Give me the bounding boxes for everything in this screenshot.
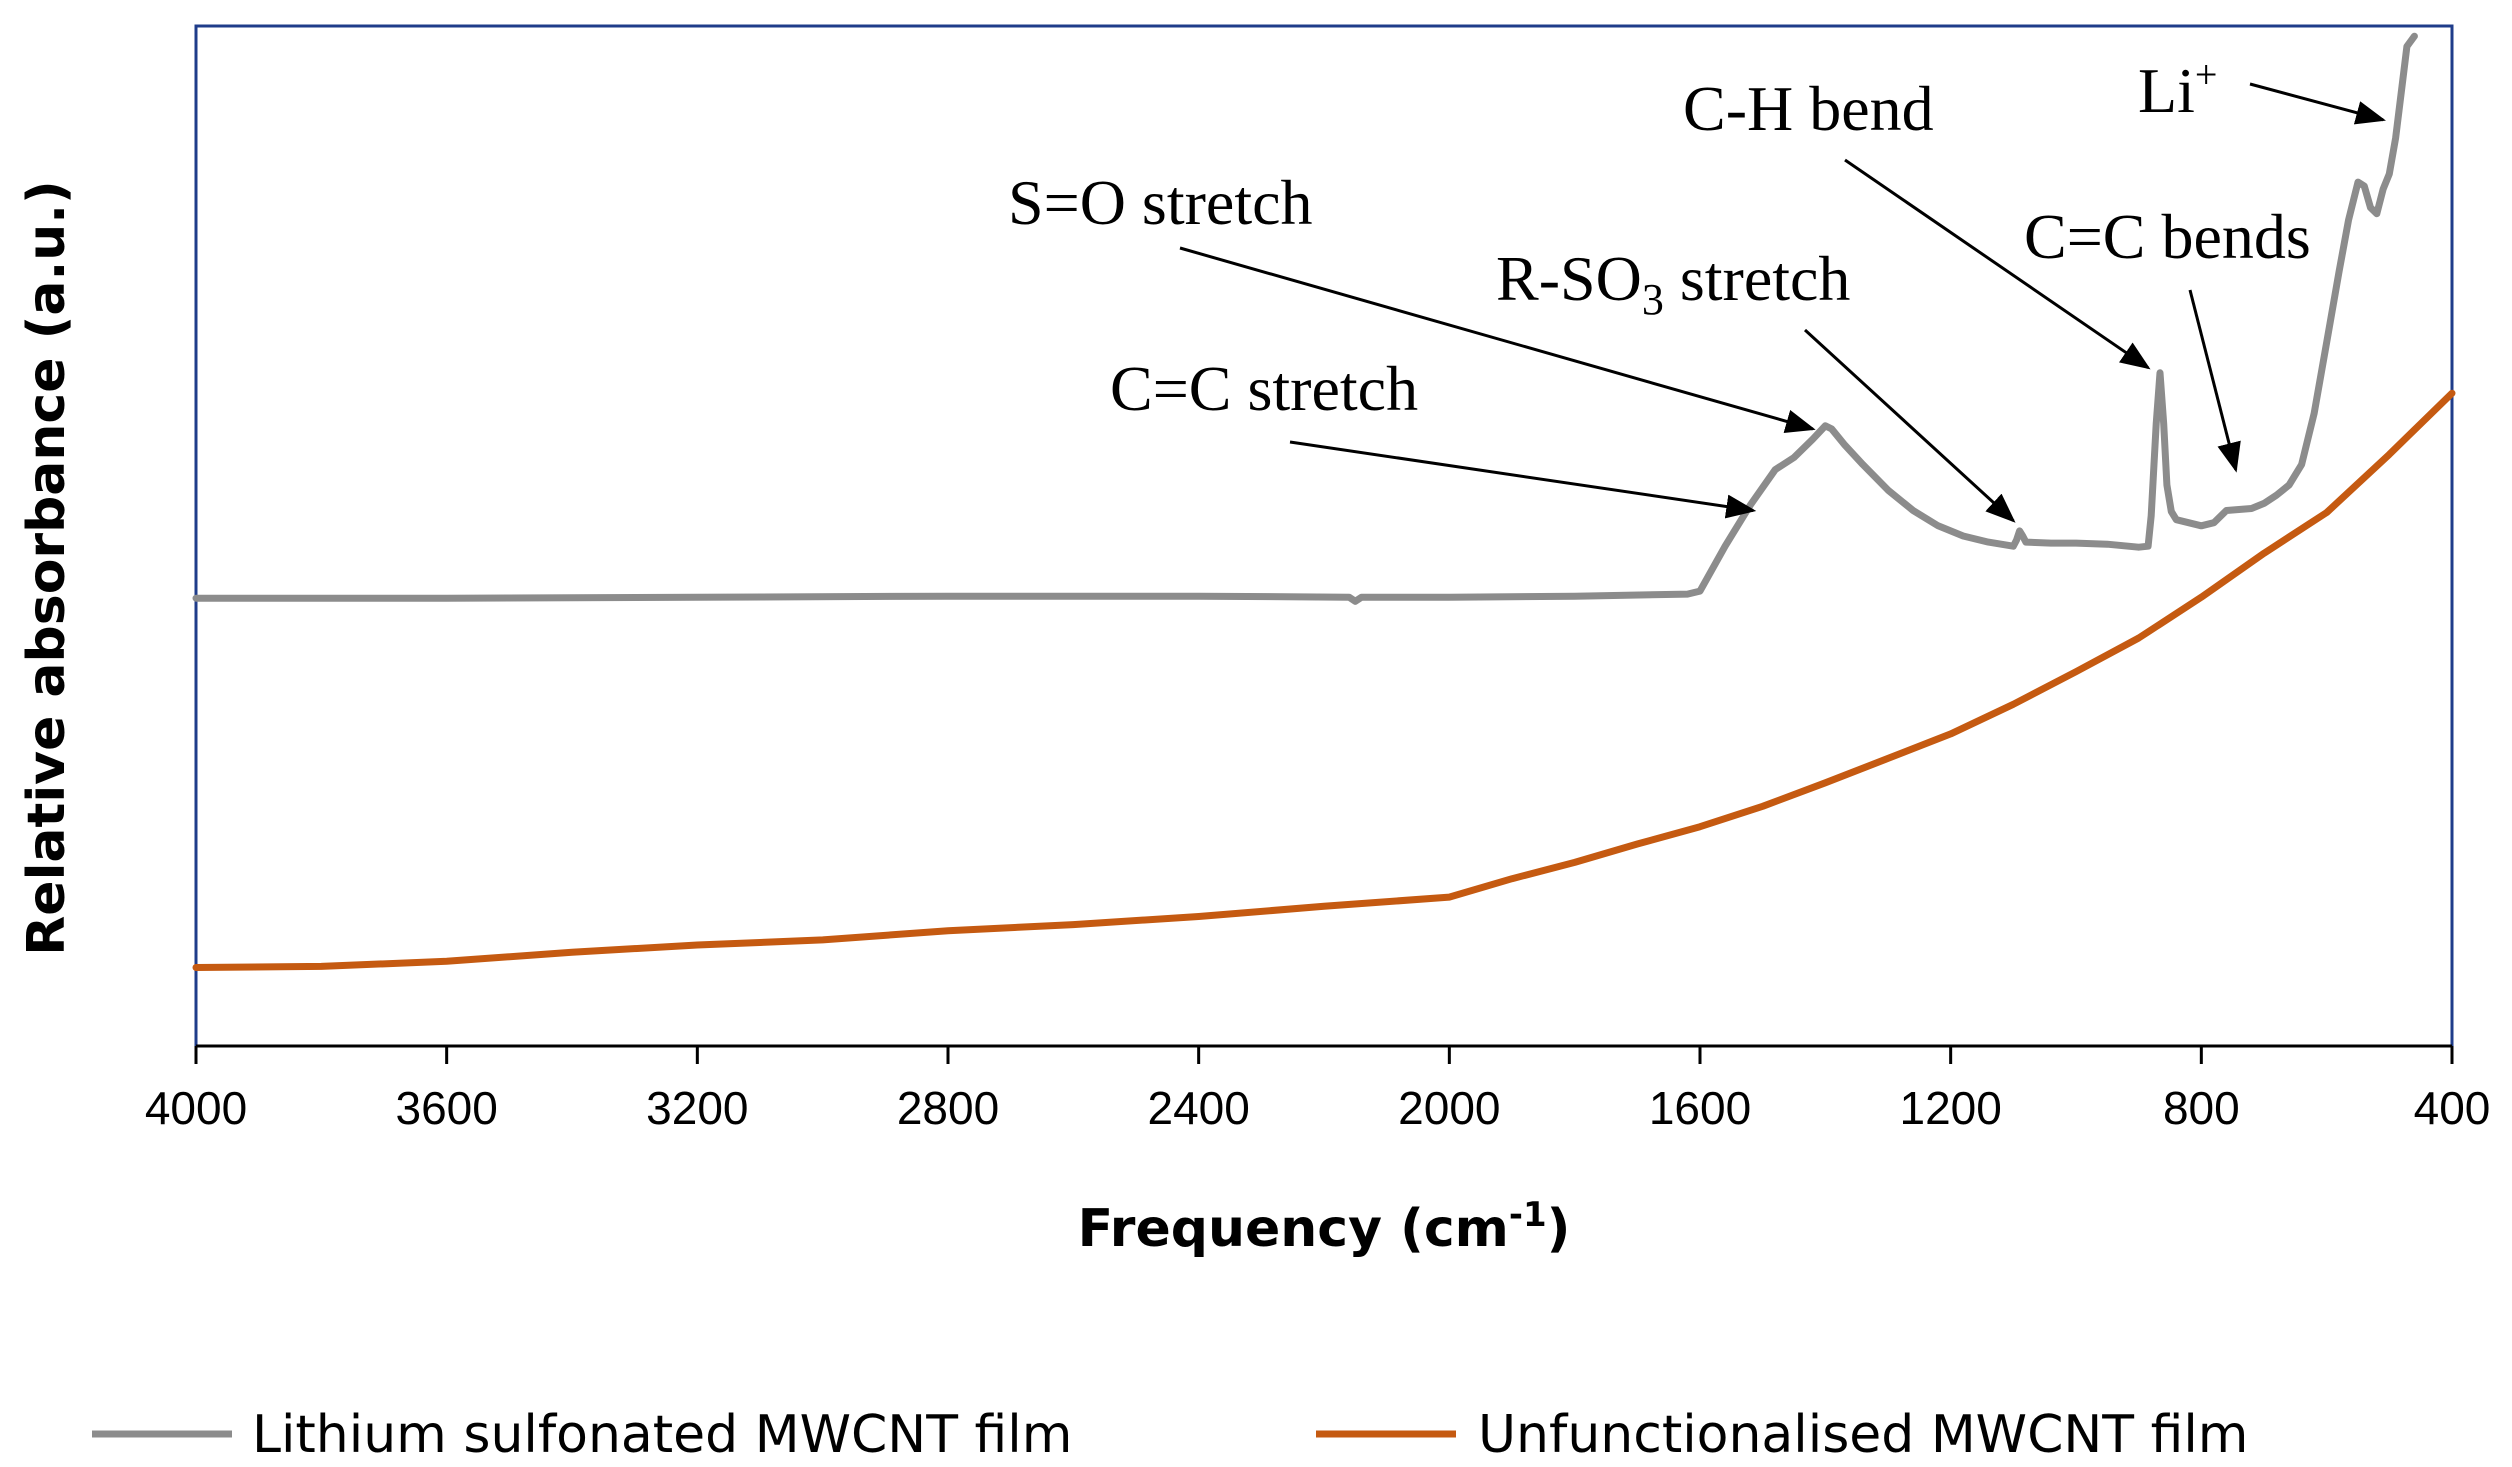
x-axis-title-superscript: -1 — [1509, 1195, 1547, 1235]
annotation-text: C=C stretch — [1110, 353, 1418, 424]
annotation-text: R-SO — [1496, 243, 1642, 314]
x-tick-label: 1200 — [1899, 1082, 2001, 1134]
annotation-tail: stretch — [1664, 243, 1851, 314]
annotation-label: R-SO3 stretch — [1496, 243, 1850, 324]
x-tick-label: 3200 — [646, 1082, 748, 1134]
annotation-arrow — [1289, 440, 1757, 519]
annotation-layer: C=C stretch S=O stretch R-SO3 stretch C-H b… — [1008, 52, 2386, 523]
x-tick-label: 2800 — [897, 1082, 999, 1134]
x-tick-label: 3600 — [395, 1082, 497, 1134]
annotation-text: S=O stretch — [1008, 167, 1313, 238]
legend: Lithium sulfonated MWCNT film Unfunctiona… — [92, 1405, 2248, 1465]
x-axis-title: Frequency (cm-1) — [1078, 1195, 1571, 1259]
x-tick-label: 4000 — [145, 1082, 247, 1134]
x-tick-label: 1600 — [1649, 1082, 1751, 1134]
annotation-text: C=C bends — [2024, 201, 2311, 272]
annotation-superscript: + — [2195, 52, 2218, 97]
legend-label-2: Unfunctionalised MWCNT film — [1478, 1405, 2248, 1465]
x-axis-title-main: Frequency (cm — [1078, 1199, 1509, 1259]
y-axis-title: Relative absorbance (a.u.) — [17, 180, 77, 955]
series-line-2 — [192, 389, 2456, 971]
annotation-arrow — [1803, 328, 2016, 523]
x-tick-label: 400 — [2414, 1082, 2491, 1134]
x-tick-label: 2400 — [1147, 1082, 1249, 1134]
x-tick-label: 800 — [2163, 1082, 2240, 1134]
series-layer — [192, 32, 2456, 971]
x-axis: 4000 3600 3200 2800 2400 2000 1600 1200 800 400 — [145, 1044, 2491, 1134]
annotation-arrow — [1844, 158, 2151, 370]
annotation-label: S=O stretch — [1008, 167, 1313, 238]
annotation-arrow — [2249, 82, 2386, 125]
annotation-label: C=C bends — [2024, 201, 2311, 272]
annotation-arrow — [1179, 246, 1816, 434]
annotation-label: Li+ — [2138, 52, 2217, 126]
annotation-text: C-H bend — [1683, 73, 1934, 144]
annotation-label: C-H bend — [1683, 73, 1934, 144]
annotation-text: Li — [2138, 55, 2195, 126]
x-tick-label: 2000 — [1398, 1082, 1500, 1134]
x-axis-title-tail: ) — [1547, 1199, 1571, 1259]
series-line-1 — [192, 32, 2418, 605]
annotation-subscript: 3 — [1642, 275, 1664, 324]
legend-label-1: Lithium sulfonated MWCNT film — [252, 1405, 1072, 1465]
annotation-arrow — [2188, 289, 2241, 473]
annotation-label: C=C stretch — [1110, 353, 1418, 424]
